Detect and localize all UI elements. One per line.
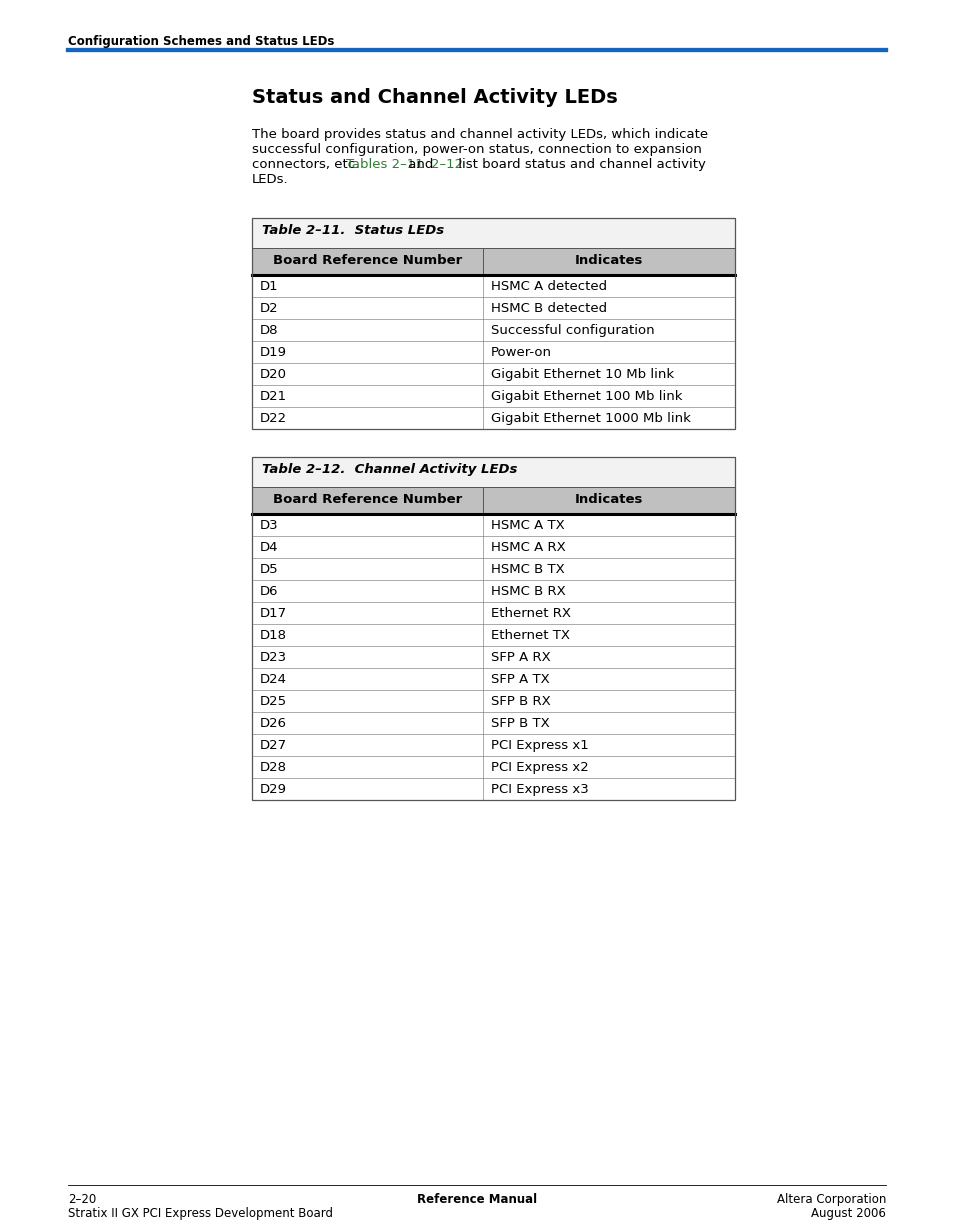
Bar (252, 558, 734, 580)
Bar (252, 407, 734, 429)
Text: Ethernet TX: Ethernet TX (491, 629, 569, 642)
Text: Power-on: Power-on (491, 346, 552, 360)
Text: Configuration Schemes and Status LEDs: Configuration Schemes and Status LEDs (68, 36, 334, 48)
Text: D27: D27 (260, 739, 287, 752)
Text: Altera Corporation: Altera Corporation (776, 1193, 885, 1206)
Text: Reference Manual: Reference Manual (416, 1193, 537, 1206)
Text: Gigabit Ethernet 1000 Mb link: Gigabit Ethernet 1000 Mb link (491, 412, 690, 425)
Bar (252, 778, 734, 800)
Text: The board provides status and channel activity LEDs, which indicate: The board provides status and channel ac… (252, 128, 707, 141)
Text: D21: D21 (260, 390, 287, 402)
Text: PCI Express x2: PCI Express x2 (491, 761, 588, 774)
Text: D28: D28 (260, 761, 287, 774)
Text: list board status and channel activity: list board status and channel activity (454, 158, 705, 171)
Text: D2: D2 (260, 302, 278, 315)
Text: D24: D24 (260, 672, 287, 686)
Text: Status and Channel Activity LEDs: Status and Channel Activity LEDs (252, 88, 618, 107)
Text: HSMC B RX: HSMC B RX (491, 585, 565, 598)
Text: D8: D8 (260, 324, 278, 337)
Text: D19: D19 (260, 346, 287, 360)
Bar (252, 456, 734, 487)
Text: D17: D17 (260, 607, 287, 620)
Text: SFP B TX: SFP B TX (491, 717, 549, 730)
Text: Indicates: Indicates (575, 493, 642, 506)
Text: Board Reference Number: Board Reference Number (273, 254, 461, 267)
Bar (252, 487, 734, 514)
Text: LEDs.: LEDs. (252, 173, 289, 187)
Bar (252, 218, 734, 248)
Text: D6: D6 (260, 585, 278, 598)
Bar (252, 514, 734, 536)
Text: HSMC A RX: HSMC A RX (491, 541, 565, 555)
Bar (252, 319, 734, 341)
Text: Board Reference Number: Board Reference Number (273, 493, 461, 506)
Bar (252, 363, 734, 385)
Text: Table 2–12.  Channel Activity LEDs: Table 2–12. Channel Activity LEDs (262, 463, 517, 476)
Bar (252, 385, 734, 407)
Text: D23: D23 (260, 652, 287, 664)
Text: Table 2–11.  Status LEDs: Table 2–11. Status LEDs (262, 225, 444, 237)
Text: Gigabit Ethernet 10 Mb link: Gigabit Ethernet 10 Mb link (491, 368, 674, 382)
Bar (252, 341, 734, 363)
Bar (252, 756, 734, 778)
Bar (252, 248, 734, 275)
Bar (252, 734, 734, 756)
Text: D3: D3 (260, 519, 278, 533)
Text: D26: D26 (260, 717, 287, 730)
Text: SFP A TX: SFP A TX (491, 672, 549, 686)
Text: connectors, etc.: connectors, etc. (252, 158, 363, 171)
Text: Stratix II GX PCI Express Development Board: Stratix II GX PCI Express Development Bo… (68, 1207, 333, 1220)
Bar (252, 536, 734, 558)
Text: SFP A RX: SFP A RX (491, 652, 550, 664)
Bar (252, 218, 734, 429)
Bar (252, 667, 734, 690)
Text: D29: D29 (260, 783, 287, 796)
Bar (252, 580, 734, 602)
Bar (252, 602, 734, 625)
Text: 2–12: 2–12 (431, 158, 462, 171)
Text: August 2006: August 2006 (810, 1207, 885, 1220)
Text: Indicates: Indicates (575, 254, 642, 267)
Bar (252, 275, 734, 297)
Text: Successful configuration: Successful configuration (491, 324, 654, 337)
Text: SFP B RX: SFP B RX (491, 694, 550, 708)
Text: D4: D4 (260, 541, 278, 555)
Text: 2–20: 2–20 (68, 1193, 96, 1206)
Bar (252, 625, 734, 645)
Text: HSMC B TX: HSMC B TX (491, 563, 564, 575)
Text: D22: D22 (260, 412, 287, 425)
Text: Gigabit Ethernet 100 Mb link: Gigabit Ethernet 100 Mb link (491, 390, 681, 402)
Text: Tables 2–11: Tables 2–11 (346, 158, 423, 171)
Text: D25: D25 (260, 694, 287, 708)
Bar (252, 712, 734, 734)
Bar (252, 456, 734, 800)
Text: Ethernet RX: Ethernet RX (491, 607, 571, 620)
Text: D18: D18 (260, 629, 287, 642)
Text: HSMC A detected: HSMC A detected (491, 280, 606, 293)
Bar (252, 690, 734, 712)
Text: D1: D1 (260, 280, 278, 293)
Text: D5: D5 (260, 563, 278, 575)
Text: PCI Express x1: PCI Express x1 (491, 739, 588, 752)
Text: D20: D20 (260, 368, 287, 382)
Text: and: and (403, 158, 437, 171)
Bar (252, 297, 734, 319)
Bar (252, 645, 734, 667)
Text: HSMC B detected: HSMC B detected (491, 302, 606, 315)
Text: successful configuration, power-on status, connection to expansion: successful configuration, power-on statu… (252, 144, 701, 156)
Text: PCI Express x3: PCI Express x3 (491, 783, 588, 796)
Text: HSMC A TX: HSMC A TX (491, 519, 564, 533)
